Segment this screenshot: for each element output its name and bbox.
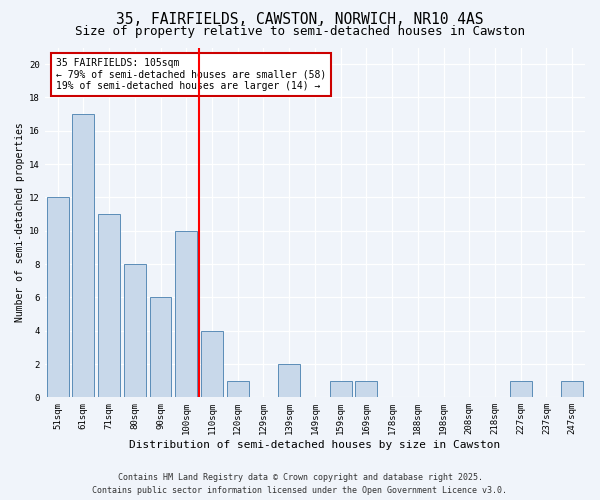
Y-axis label: Number of semi-detached properties: Number of semi-detached properties [15, 122, 25, 322]
Text: 35, FAIRFIELDS, CAWSTON, NORWICH, NR10 4AS: 35, FAIRFIELDS, CAWSTON, NORWICH, NR10 4… [116, 12, 484, 28]
Bar [510, 380, 532, 398]
Bar [278, 364, 300, 398]
Bar [201, 330, 223, 398]
Bar [124, 264, 146, 398]
Bar [149, 298, 172, 398]
Bar [561, 380, 583, 398]
Text: Size of property relative to semi-detached houses in Cawston: Size of property relative to semi-detach… [75, 25, 525, 38]
Bar [227, 380, 248, 398]
X-axis label: Distribution of semi-detached houses by size in Cawston: Distribution of semi-detached houses by … [129, 440, 500, 450]
Bar [47, 198, 68, 398]
Bar [355, 380, 377, 398]
Text: 35 FAIRFIELDS: 105sqm
← 79% of semi-detached houses are smaller (58)
19% of semi: 35 FAIRFIELDS: 105sqm ← 79% of semi-deta… [56, 58, 326, 91]
Bar [73, 114, 94, 398]
Text: Contains HM Land Registry data © Crown copyright and database right 2025.
Contai: Contains HM Land Registry data © Crown c… [92, 474, 508, 495]
Bar [175, 230, 197, 398]
Bar [98, 214, 120, 398]
Bar [329, 380, 352, 398]
